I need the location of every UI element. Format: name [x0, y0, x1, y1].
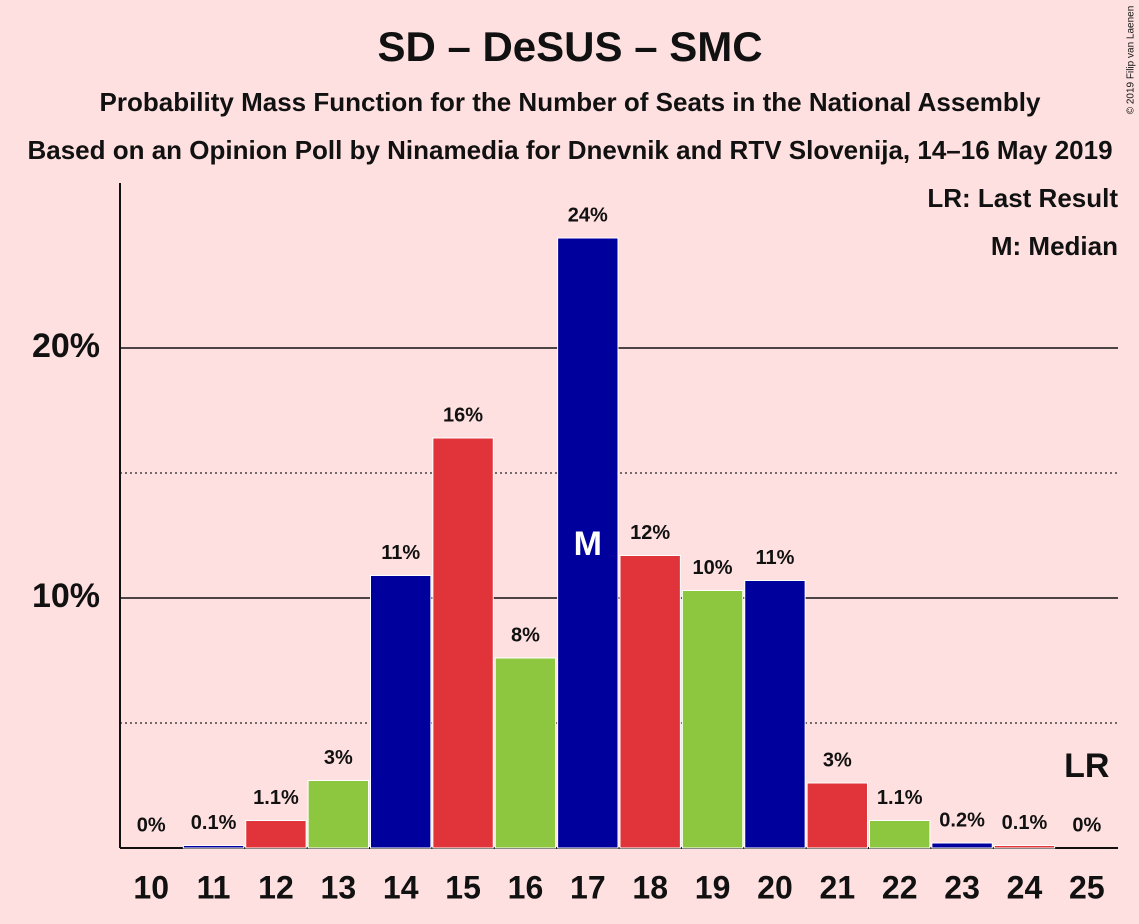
x-tick-label: 14	[383, 869, 419, 905]
x-tick-label: 22	[882, 869, 918, 905]
x-tick-label: 24	[1007, 869, 1043, 905]
bar	[681, 590, 744, 849]
x-tick-label: 13	[321, 869, 357, 905]
y-tick-label: 20%	[32, 327, 100, 365]
value-label: 0.2%	[939, 809, 985, 831]
x-tick-label: 21	[820, 869, 856, 905]
bar	[370, 575, 432, 849]
copyright: © 2019 Filip van Laenen	[1126, 6, 1137, 115]
x-tick-label: 12	[258, 869, 294, 905]
bar	[993, 845, 1056, 849]
value-label: 24%	[568, 204, 608, 226]
value-label: 11%	[381, 542, 420, 564]
legend-entry: M: Median	[991, 231, 1118, 261]
x-tick-label: 16	[508, 869, 544, 905]
y-tick-label: 10%	[32, 577, 100, 615]
chart-subtitle: Probability Mass Function for the Number…	[100, 87, 1042, 117]
value-label: 10%	[693, 557, 733, 579]
value-label: 0.1%	[1002, 812, 1048, 834]
chart-subtitle: Based on an Opinion Poll by Ninamedia fo…	[27, 135, 1112, 165]
bar	[494, 657, 557, 849]
median-marker: M	[574, 525, 602, 563]
bar	[744, 580, 806, 849]
x-tick-label: 17	[570, 869, 606, 905]
bar	[619, 555, 681, 849]
x-tick-label: 18	[632, 869, 668, 905]
x-tick-label: 25	[1069, 869, 1105, 905]
bar	[931, 842, 993, 849]
bar	[432, 437, 494, 849]
x-tick-label: 15	[445, 869, 481, 905]
x-tick-label: 19	[695, 869, 731, 905]
bar	[806, 782, 868, 849]
bar	[307, 780, 369, 849]
legend-entry: LR: Last Result	[927, 183, 1118, 213]
bar	[182, 845, 245, 849]
x-tick-label: 20	[757, 869, 793, 905]
value-label: 1.1%	[877, 787, 923, 809]
value-label: 11%	[755, 547, 794, 569]
value-label: 1.1%	[253, 787, 299, 809]
value-label: 8%	[511, 624, 540, 646]
x-tick-label: 11	[197, 869, 231, 905]
value-label: 3%	[324, 747, 353, 769]
bar	[557, 237, 619, 849]
bar	[245, 820, 307, 849]
bar	[869, 820, 931, 849]
chart-title: SD – DeSUS – SMC	[377, 23, 762, 70]
x-tick-label: 10	[133, 869, 169, 905]
value-label: 0%	[1072, 814, 1101, 836]
value-label: 16%	[443, 404, 483, 426]
value-label: 12%	[630, 522, 670, 544]
value-label: 0%	[137, 814, 166, 836]
value-label: 3%	[823, 749, 852, 771]
x-tick-label: 23	[944, 869, 980, 905]
last-result-marker: LR	[1064, 747, 1109, 785]
value-label: 0.1%	[191, 812, 237, 834]
